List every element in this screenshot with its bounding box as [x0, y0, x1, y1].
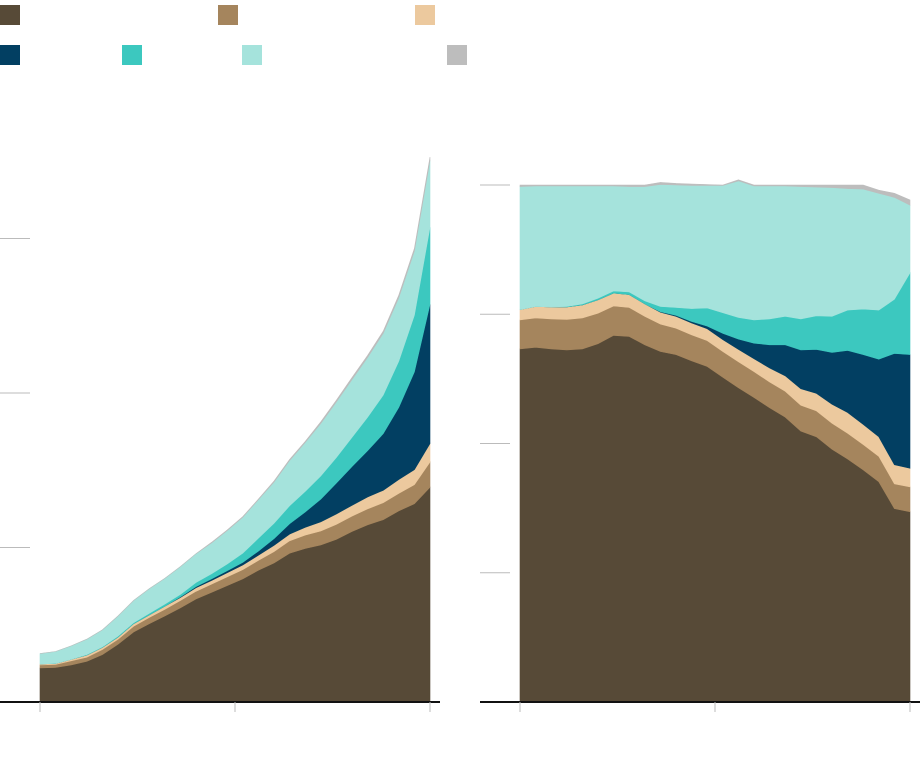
area-series-light-teal-right — [519, 180, 911, 321]
area-series-grey-right — [519, 179, 911, 206]
legend-swatch-grey — [447, 45, 467, 65]
legend-swatch-light-tan — [415, 5, 435, 25]
legend-swatch-dark-brown — [0, 5, 20, 25]
legend-swatch-tan — [218, 5, 238, 25]
legend-swatch-light-teal — [242, 45, 262, 65]
area-series-grey-left — [39, 157, 431, 654]
chart-panel-left — [0, 157, 440, 712]
chart-legend — [0, 5, 467, 65]
legend-swatch-teal — [122, 45, 142, 65]
chart-panel-right — [480, 179, 920, 712]
legend-swatch-navy — [0, 45, 20, 65]
